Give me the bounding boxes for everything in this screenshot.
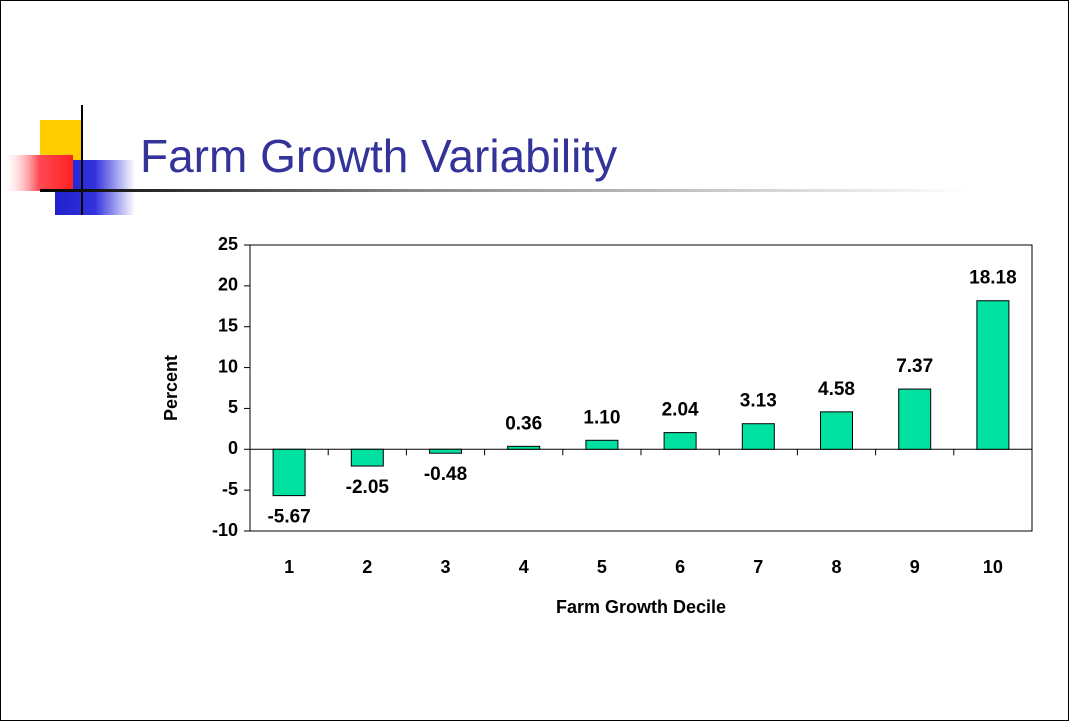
y-tick-label: 5	[228, 397, 238, 417]
bar	[350, 448, 384, 467]
y-tick-label: 15	[218, 315, 238, 335]
y-tick-label: -10	[212, 520, 238, 540]
y-tick-label: -5	[222, 479, 238, 499]
bar	[585, 439, 619, 450]
data-label: 18.18	[969, 268, 1017, 289]
data-label: 0.36	[505, 413, 542, 434]
x-tick-label: 1	[284, 557, 294, 577]
data-label: 2.04	[662, 400, 699, 421]
bar	[741, 423, 775, 450]
x-tick-label: 9	[910, 557, 920, 577]
x-tick-label: 2	[362, 557, 372, 577]
bar	[507, 445, 541, 450]
bar	[429, 448, 462, 454]
x-tick-label: 5	[597, 557, 607, 577]
y-tick-label: 10	[218, 356, 238, 376]
deco-red	[5, 155, 73, 191]
x-tick-label: 8	[831, 557, 841, 577]
bar	[976, 300, 1010, 450]
data-label: 1.10	[583, 407, 620, 428]
y-tick-label: 25	[218, 234, 238, 254]
x-tick-label: 3	[440, 557, 450, 577]
y-axis-label: Percent	[161, 355, 181, 421]
x-axis-label: Farm Growth Decile	[556, 597, 726, 617]
x-tick-label: 10	[983, 557, 1003, 577]
data-label: 4.58	[818, 379, 855, 400]
plot-frame	[249, 244, 1033, 532]
x-tick-label: 4	[519, 557, 529, 577]
data-label: -2.05	[346, 477, 390, 498]
x-tick-label: 7	[753, 557, 763, 577]
bar	[820, 411, 853, 450]
bar	[272, 448, 306, 497]
bar	[898, 388, 932, 450]
bar	[663, 432, 697, 450]
deco-hline	[40, 189, 970, 192]
y-tick-label: 20	[218, 275, 238, 295]
data-label: 3.13	[740, 391, 777, 412]
data-label: -0.48	[424, 464, 467, 485]
data-label: 7.37	[896, 356, 933, 377]
slide-title: Farm Growth Variability	[140, 130, 617, 182]
x-tick-label: 6	[675, 557, 685, 577]
y-tick-label: 0	[228, 438, 238, 458]
data-label: -5.67	[267, 507, 310, 528]
